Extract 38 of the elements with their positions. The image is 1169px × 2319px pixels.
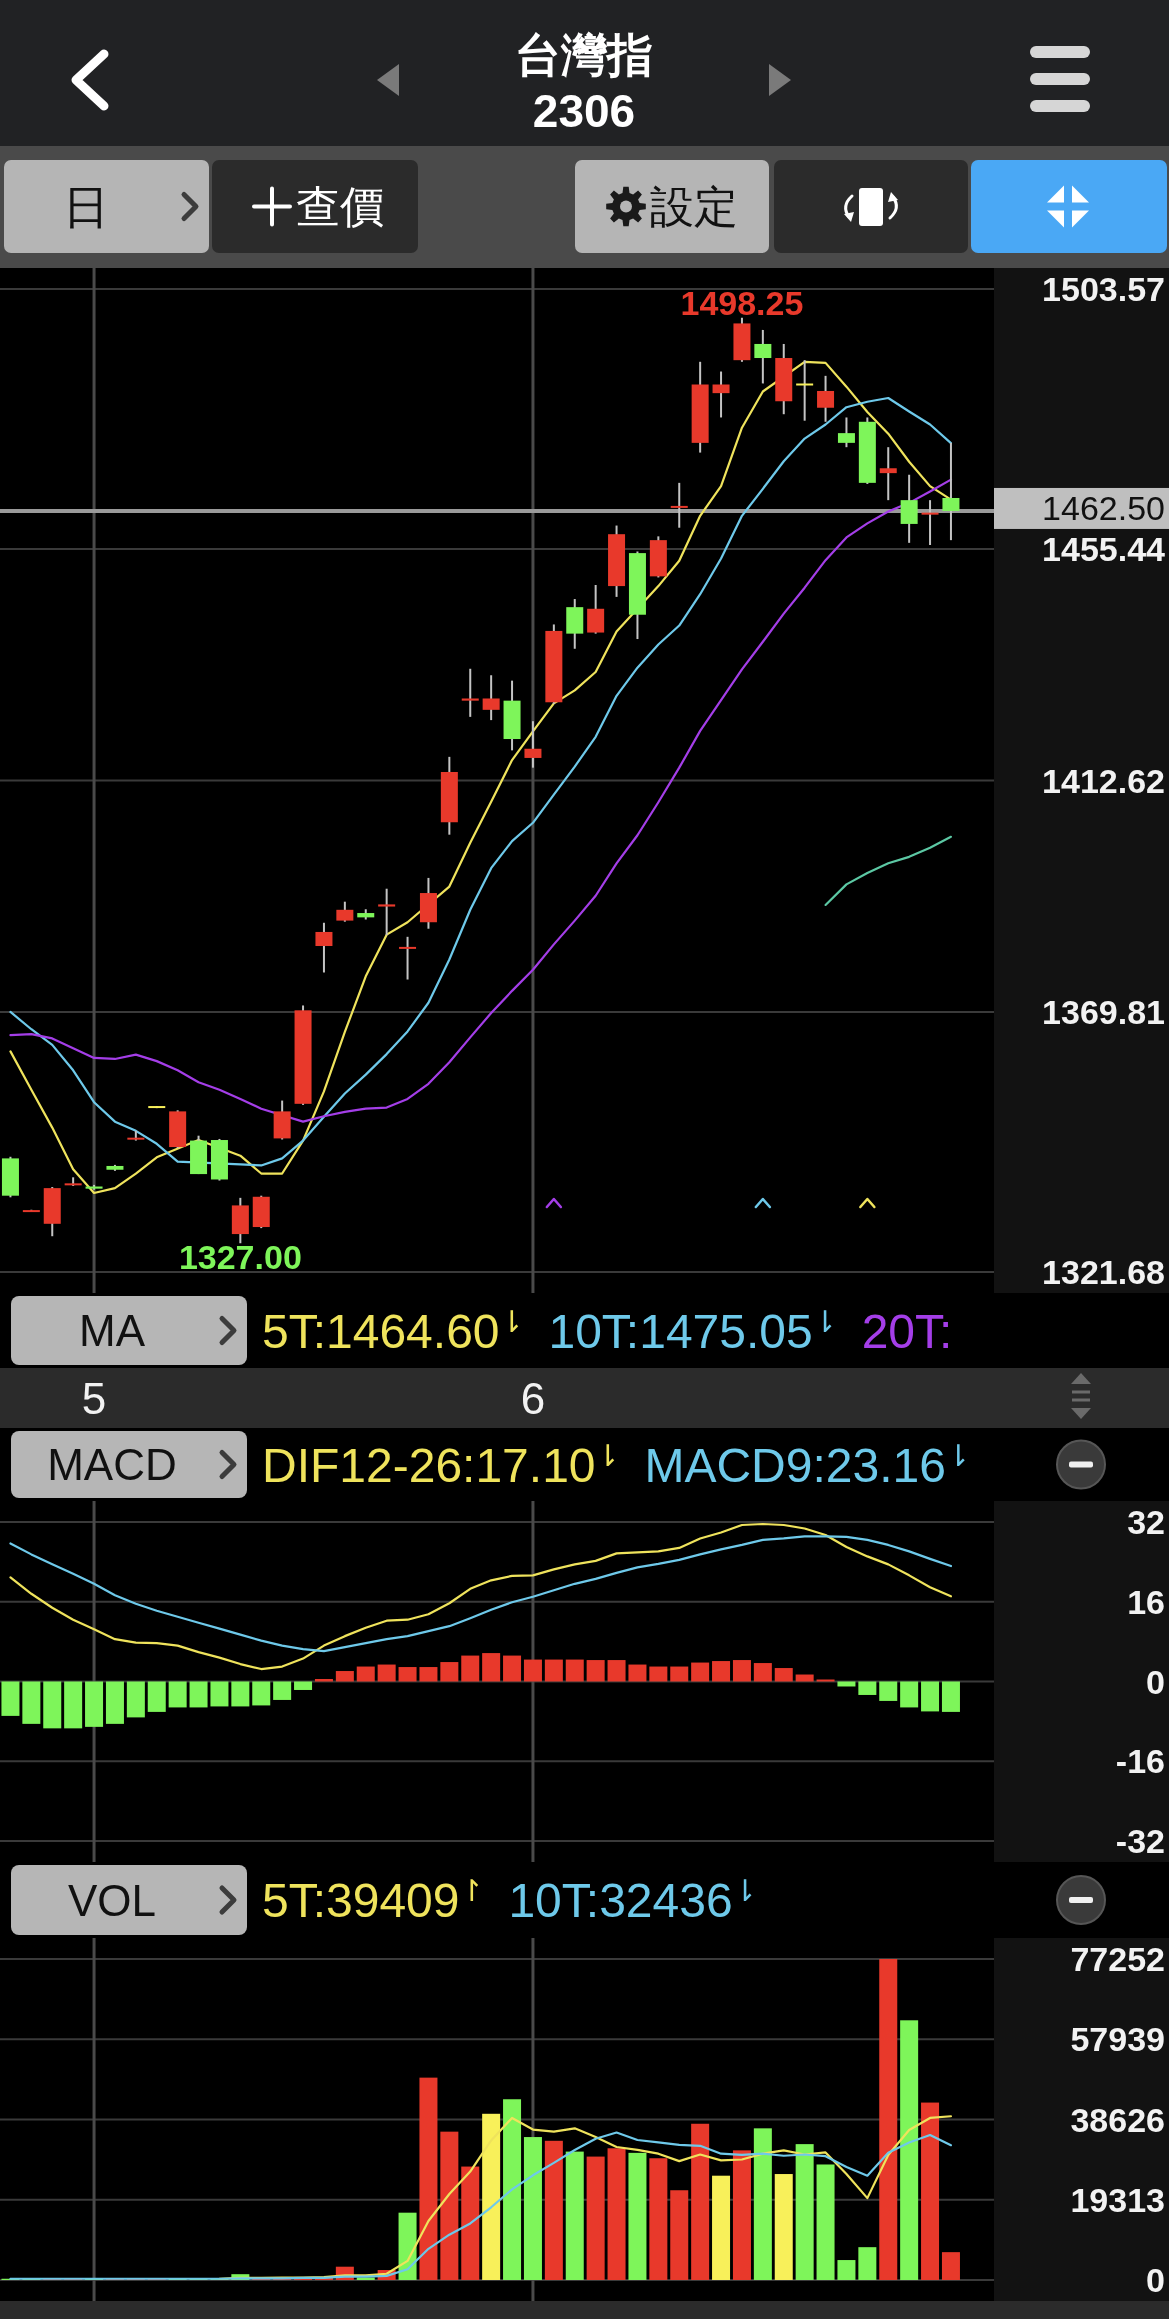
y-tick-label: 38626 bbox=[1070, 2100, 1165, 2139]
text: 5T:39409$^{↾}$ bbox=[262, 1873, 485, 1928]
legend-button: MA bbox=[11, 1296, 247, 1365]
y-tick-label: 19313 bbox=[1070, 2180, 1165, 2219]
y-tick-label: 0 bbox=[1146, 1662, 1165, 1701]
y-tick-label: 1369.81 bbox=[1042, 993, 1165, 1032]
series-label: DIF12-26:17.10$^{⇂}$ bbox=[262, 1438, 621, 1492]
x-tick-label: 6 bbox=[520, 1373, 546, 1423]
legend-title: VOL bbox=[67, 1875, 157, 1925]
text: 2306 bbox=[532, 84, 636, 137]
text: 20T: bbox=[861, 1304, 953, 1358]
y-tick-label: 77252 bbox=[1070, 1940, 1165, 1979]
ref-line-label: 1462.50 bbox=[1042, 489, 1165, 528]
y-tick-label: 1503.57 bbox=[1042, 270, 1165, 309]
y-tick-label: -32 bbox=[1115, 1822, 1165, 1861]
series-label: MACD9:23.16$^{⇂}$ bbox=[644, 1438, 971, 1492]
legend-title: MA bbox=[79, 1306, 146, 1356]
y-tick-label: 32 bbox=[1127, 1503, 1165, 1542]
annotation: 1498.25 bbox=[680, 283, 804, 322]
legend-button: VOL bbox=[11, 1865, 247, 1935]
y-tick-label: 1412.62 bbox=[1042, 761, 1165, 800]
y-tick-label: 1455.44 bbox=[1042, 530, 1166, 569]
y-tick-label: 16 bbox=[1127, 1582, 1165, 1621]
y-tick-label: 1321.68 bbox=[1042, 1253, 1165, 1292]
quote-button: 查價 bbox=[212, 160, 418, 253]
legend-title: MACD bbox=[47, 1440, 177, 1490]
y-tick-label: 57939 bbox=[1070, 2020, 1165, 2059]
legend-button: MACD bbox=[11, 1431, 247, 1498]
settings-button: 設定 bbox=[575, 160, 769, 253]
x-tick-label: 5 bbox=[81, 1373, 107, 1423]
text: 10T:1475.05$^{⇂}$ bbox=[548, 1304, 838, 1358]
y-tick-label: -16 bbox=[1115, 1742, 1165, 1781]
period-button: 日 bbox=[4, 160, 209, 253]
text: 10T:32436$^{⇂}$ bbox=[508, 1873, 758, 1928]
y-tick-label: 0 bbox=[1146, 2261, 1165, 2300]
text: 台灣指 bbox=[515, 29, 653, 81]
text: 5T:1464.60$^{⇂}$ bbox=[262, 1304, 525, 1358]
annotation: 1327.00 bbox=[178, 1238, 302, 1277]
